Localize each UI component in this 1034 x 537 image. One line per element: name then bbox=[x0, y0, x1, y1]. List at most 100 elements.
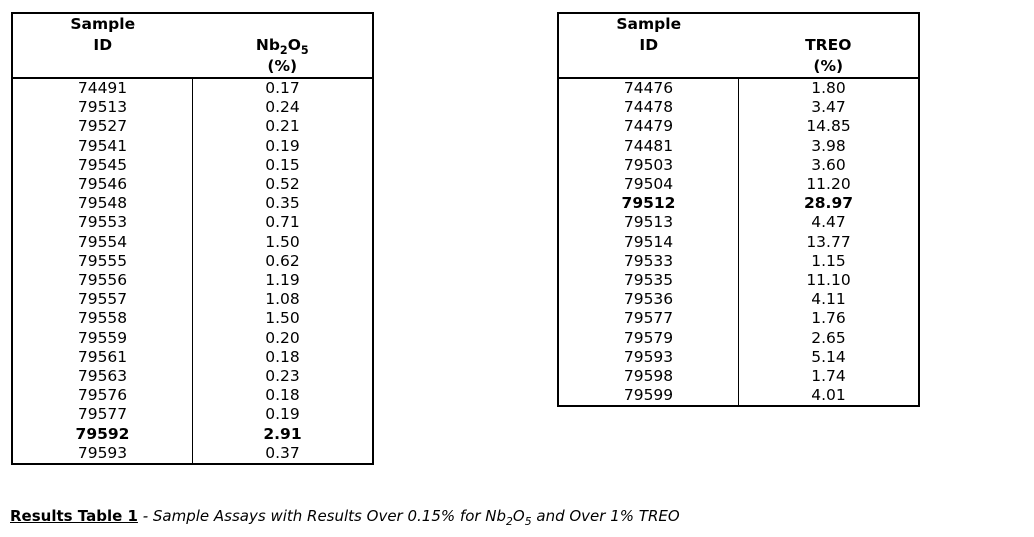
table-row: 79533 1.15 bbox=[558, 251, 919, 272]
assay-value-cell: 11.20 bbox=[738, 175, 919, 195]
table-row: 79557 1.08 bbox=[12, 290, 373, 310]
table-row: 79504 11.20 bbox=[558, 175, 919, 195]
sample-id-cell: 79554 bbox=[77, 232, 128, 251]
table-row: 79579 2.65 bbox=[558, 328, 919, 348]
table-row: 79593 5.14 bbox=[558, 347, 919, 368]
table-row: 79577 0.19 bbox=[12, 405, 373, 425]
assay-value-cell: 0.35 bbox=[192, 194, 373, 214]
sample-id-cell: 79541 bbox=[77, 136, 128, 155]
table-row: 79577 1.76 bbox=[558, 309, 919, 329]
caption-label: Results Table 1 bbox=[10, 507, 138, 525]
table-row: 74478 3.47 bbox=[558, 98, 919, 118]
table-caption: Results Table 1 - Sample Assays with Res… bbox=[10, 507, 680, 528]
assay-value-cell: 13.77 bbox=[738, 232, 919, 252]
assay-value-cell: 0.62 bbox=[192, 251, 373, 272]
sample-id-cell: 79559 bbox=[77, 328, 128, 347]
treo-assay-table: Sample ID TREO (%) 74476 1.80 74478 3.47 744… bbox=[557, 12, 920, 408]
sample-id-cell: 79557 bbox=[77, 290, 128, 309]
header-sample-label: Sample bbox=[70, 15, 136, 33]
table-row: 74481 3.98 bbox=[558, 136, 919, 156]
sample-id-cell: 74479 bbox=[623, 117, 674, 136]
table-row: 79548 0.35 bbox=[12, 194, 373, 214]
assay-value-cell: 1.08 bbox=[192, 290, 373, 310]
sample-id-cell: 79599 bbox=[623, 386, 674, 405]
assay-value-cell: 0.19 bbox=[192, 136, 373, 156]
assay-value-cell: 2.91 bbox=[192, 424, 373, 444]
treo-table-header: Sample ID TREO (%) bbox=[558, 13, 919, 78]
assay-value-cell: 4.11 bbox=[738, 290, 919, 310]
assay-value-cell: 1.74 bbox=[738, 367, 919, 387]
sample-id-cell: 79535 bbox=[623, 271, 674, 290]
sample-id-cell: 79556 bbox=[77, 271, 128, 290]
table-row: 79554 1.50 bbox=[12, 232, 373, 252]
treo-header-analyte: TREO (%) bbox=[739, 13, 920, 78]
sample-id-cell: 79576 bbox=[77, 386, 128, 405]
sample-id-cell: 79533 bbox=[623, 251, 674, 270]
sample-id-cell: 79546 bbox=[77, 175, 128, 194]
assay-value-cell: 0.37 bbox=[192, 443, 373, 465]
table-row: 79563 0.23 bbox=[12, 367, 373, 387]
table-row: 79561 0.18 bbox=[12, 347, 373, 368]
assay-value-cell: 0.19 bbox=[192, 405, 373, 425]
sample-id-cell: 74478 bbox=[623, 98, 674, 117]
table-row: 79513 4.47 bbox=[558, 213, 919, 233]
table-row: 74476 1.80 bbox=[558, 78, 919, 99]
sample-id-cell: 79592 bbox=[75, 424, 130, 443]
header-nb2o5-label: Nb2O5 bbox=[255, 36, 309, 58]
header-percent-label: (%) bbox=[813, 57, 844, 75]
table-row: 79541 0.19 bbox=[12, 136, 373, 156]
table-row: 79545 0.15 bbox=[12, 155, 373, 176]
sample-id-cell: 79512 bbox=[621, 194, 676, 213]
assay-value-cell: 5.14 bbox=[738, 347, 919, 368]
table-row: 79535 11.10 bbox=[558, 271, 919, 291]
table-row: 79536 4.11 bbox=[558, 290, 919, 310]
table-row: 74479 14.85 bbox=[558, 117, 919, 137]
header-id-label: ID bbox=[93, 36, 113, 54]
sample-id-cell: 79593 bbox=[77, 443, 128, 462]
table-row: 79514 13.77 bbox=[558, 232, 919, 252]
table-row: 79559 0.20 bbox=[12, 328, 373, 348]
sample-id-cell: 79503 bbox=[623, 155, 674, 174]
nb2o5-table-header: Sample ID Nb2O5 (%) bbox=[12, 13, 373, 78]
assay-value-cell: 3.98 bbox=[738, 136, 919, 156]
sample-id-cell: 79513 bbox=[623, 213, 674, 232]
assay-value-cell: 4.47 bbox=[738, 213, 919, 233]
sample-id-cell: 79561 bbox=[77, 347, 128, 366]
table-row: 79555 0.62 bbox=[12, 251, 373, 272]
assay-value-cell: 1.50 bbox=[192, 309, 373, 329]
table-row: 79598 1.74 bbox=[558, 367, 919, 387]
sample-id-cell: 79593 bbox=[623, 347, 674, 366]
caption-separator: - bbox=[137, 507, 153, 525]
assay-value-cell: 1.15 bbox=[738, 251, 919, 272]
sample-id-cell: 79558 bbox=[77, 309, 128, 328]
sample-id-cell: 79527 bbox=[77, 117, 128, 136]
assay-value-cell: 11.10 bbox=[738, 271, 919, 291]
assay-value-cell: 14.85 bbox=[738, 117, 919, 137]
assay-value-cell: 0.18 bbox=[192, 347, 373, 368]
caption-text: Sample Assays with Results Over 0.15% fo… bbox=[152, 507, 680, 528]
table-row: 74491 0.17 bbox=[12, 78, 373, 99]
sample-id-cell: 79577 bbox=[623, 309, 674, 328]
header-id-label: ID bbox=[639, 36, 659, 54]
assay-value-cell: 0.23 bbox=[192, 367, 373, 387]
sample-id-cell: 74491 bbox=[77, 79, 128, 97]
assay-value-cell: 0.17 bbox=[192, 78, 373, 99]
header-treo-label: TREO bbox=[805, 36, 852, 54]
sample-id-cell: 79536 bbox=[623, 290, 674, 309]
treo-header-sample-id: Sample ID bbox=[558, 13, 739, 78]
sample-id-cell: 79563 bbox=[77, 367, 128, 386]
table-row: 79503 3.60 bbox=[558, 155, 919, 176]
assay-value-cell: 0.24 bbox=[192, 98, 373, 118]
sample-id-cell: 79545 bbox=[77, 155, 128, 174]
sample-id-cell: 79579 bbox=[623, 328, 674, 347]
assay-value-cell: 0.18 bbox=[192, 386, 373, 406]
table-row: 79558 1.50 bbox=[12, 309, 373, 329]
assay-value-cell: 0.20 bbox=[192, 328, 373, 348]
table-row: 79576 0.18 bbox=[12, 386, 373, 406]
header-sample-label: Sample bbox=[616, 15, 682, 33]
sample-id-cell: 79548 bbox=[77, 194, 128, 213]
assay-value-cell: 0.15 bbox=[192, 155, 373, 176]
sample-id-cell: 79553 bbox=[77, 213, 128, 232]
header-percent-label: (%) bbox=[267, 57, 298, 75]
table-row: 79593 0.37 bbox=[12, 443, 373, 465]
